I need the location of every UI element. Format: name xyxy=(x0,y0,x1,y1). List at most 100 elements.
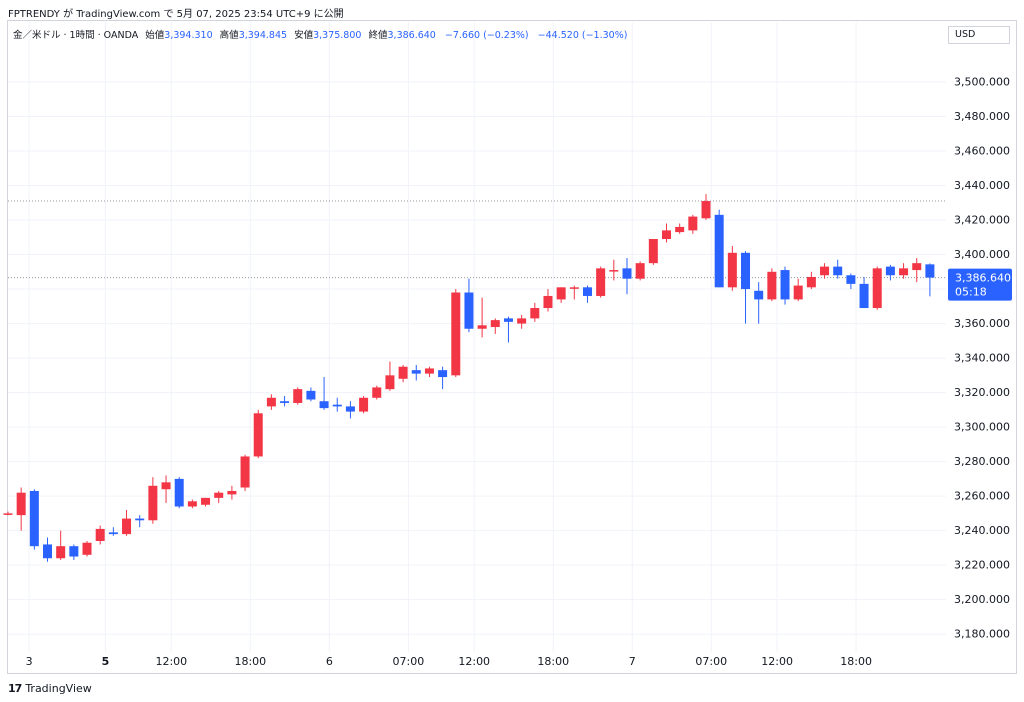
candle-body[interactable] xyxy=(806,276,816,288)
candle-body[interactable] xyxy=(899,268,909,276)
candle-body[interactable] xyxy=(201,497,211,505)
candle-body[interactable] xyxy=(411,370,421,374)
candle-body[interactable] xyxy=(293,389,303,403)
candle-body[interactable] xyxy=(582,287,592,296)
candle-body[interactable] xyxy=(345,406,355,412)
candle-body[interactable] xyxy=(596,268,606,296)
candle-body[interactable] xyxy=(227,490,237,495)
y-tick-label: 3,480.000 xyxy=(954,110,1010,123)
y-tick-label: 3,320.000 xyxy=(954,386,1010,399)
candle-body[interactable] xyxy=(214,492,224,498)
high-value: 3,394.845 xyxy=(238,30,288,41)
candle-body[interactable] xyxy=(859,283,869,309)
candle-body[interactable] xyxy=(635,263,645,279)
y-tick-label: 3,260.000 xyxy=(954,490,1010,503)
candle-body[interactable] xyxy=(240,456,250,488)
open-value: 3,394.310 xyxy=(164,30,213,41)
symbol-legend: 金／米ドル · 1時間 · OANDA 始値3,394.310 高値3,394.… xyxy=(13,27,627,41)
x-tick-label: 6 xyxy=(326,655,333,668)
candle-body[interactable] xyxy=(385,375,395,390)
candle-body[interactable] xyxy=(3,513,13,515)
candle-body[interactable] xyxy=(727,252,737,288)
candle-body[interactable] xyxy=(609,270,619,272)
candle-body[interactable] xyxy=(451,292,461,376)
candle-body[interactable] xyxy=(174,478,184,507)
x-tick-label: 18:00 xyxy=(234,655,266,668)
tradingview-logo-icon: 17 xyxy=(8,682,22,695)
candle-body[interactable] xyxy=(122,518,132,535)
candle-body[interactable] xyxy=(253,413,263,457)
candle-body[interactable] xyxy=(332,404,342,407)
candle-body[interactable] xyxy=(280,401,290,403)
candle-body[interactable] xyxy=(925,264,935,278)
candle-body[interactable] xyxy=(648,239,658,264)
candle-body[interactable] xyxy=(701,201,711,219)
candle-body[interactable] xyxy=(306,390,316,400)
candle-body[interactable] xyxy=(780,270,790,300)
candle-body[interactable] xyxy=(477,325,487,329)
candle-body[interactable] xyxy=(29,490,39,547)
candle-body[interactable] xyxy=(56,546,66,559)
candle-body[interactable] xyxy=(543,295,553,309)
candle-body[interactable] xyxy=(372,387,382,398)
candle-body[interactable] xyxy=(266,397,276,407)
candle-body[interactable] xyxy=(108,532,118,535)
candle-body[interactable] xyxy=(517,318,527,324)
candle-body[interactable] xyxy=(82,542,92,555)
close-label: 終値 xyxy=(368,30,388,41)
x-tick-label: 5 xyxy=(102,655,110,668)
candle-body[interactable] xyxy=(569,287,579,289)
candle-body[interactable] xyxy=(490,320,500,328)
candle-body[interactable] xyxy=(675,226,685,233)
candle-body[interactable] xyxy=(438,370,448,378)
candle-body[interactable] xyxy=(135,518,145,521)
low-value: 3,375.800 xyxy=(313,30,362,41)
x-tick-label: 07:00 xyxy=(393,655,425,668)
candle-body[interactable] xyxy=(872,268,882,309)
candle-body[interactable] xyxy=(741,252,751,290)
candle-body[interactable] xyxy=(43,544,53,559)
open-label: 始値 xyxy=(145,30,165,41)
candle-body[interactable] xyxy=(187,501,197,507)
candle-body[interactable] xyxy=(688,216,698,231)
candle-body[interactable] xyxy=(503,318,513,322)
high-label: 高値 xyxy=(219,30,239,41)
candle-body[interactable] xyxy=(161,482,171,490)
candle-body[interactable] xyxy=(359,397,369,412)
currency-selector[interactable]: USD xyxy=(948,26,1010,44)
candle-body[interactable] xyxy=(319,401,329,409)
y-tick-label: 3,240.000 xyxy=(954,524,1010,537)
x-tick-label: 12:00 xyxy=(458,655,490,668)
candle-body[interactable] xyxy=(424,368,434,374)
candle-body[interactable] xyxy=(69,546,79,557)
candle-body[interactable] xyxy=(95,528,105,542)
candle-body[interactable] xyxy=(16,492,26,516)
footer-brand[interactable]: 17 TradingView xyxy=(8,682,92,695)
candle-body[interactable] xyxy=(820,266,830,276)
y-tick-label: 3,500.000 xyxy=(954,75,1010,88)
candle-body[interactable] xyxy=(793,285,803,300)
y-tick-label: 3,220.000 xyxy=(954,559,1010,572)
candle-body[interactable] xyxy=(714,214,724,288)
candle-body[interactable] xyxy=(398,366,408,379)
candle-body[interactable] xyxy=(464,292,474,329)
candle-body[interactable] xyxy=(662,230,671,240)
candle-body[interactable] xyxy=(622,268,632,279)
candle-body[interactable] xyxy=(556,287,566,300)
candle-body[interactable] xyxy=(846,275,856,284)
candle-body[interactable] xyxy=(912,263,922,271)
close-value: 3,386.640 xyxy=(387,30,436,41)
candle-body[interactable] xyxy=(833,266,843,276)
candle-body[interactable] xyxy=(148,485,158,521)
candle-body[interactable] xyxy=(530,308,540,319)
candle-body[interactable] xyxy=(885,266,895,276)
candle-body[interactable] xyxy=(754,290,764,300)
candle-body[interactable] xyxy=(767,271,777,300)
low-label: 安値 xyxy=(294,30,314,41)
price-tag-countdown: 05:18 xyxy=(955,286,987,299)
y-tick-label: 3,400.000 xyxy=(954,248,1010,261)
y-tick-label: 3,300.000 xyxy=(954,421,1010,434)
x-tick-label: 18:00 xyxy=(537,655,569,668)
y-tick-label: 3,200.000 xyxy=(954,593,1010,606)
